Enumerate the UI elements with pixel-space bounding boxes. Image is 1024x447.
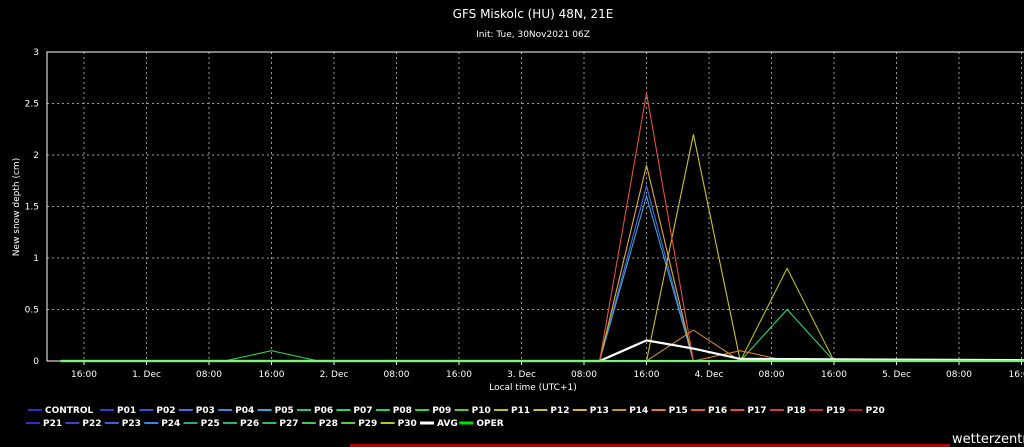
plot-area bbox=[60, 93, 1024, 363]
legend-label: P23 bbox=[122, 419, 141, 429]
legend-label: P10 bbox=[472, 406, 491, 416]
legend-label: P28 bbox=[319, 419, 338, 429]
legend-label: P22 bbox=[82, 419, 101, 429]
x-tick-label: 3. Dec bbox=[507, 370, 536, 380]
chart-subtitle: Init: Tue, 30Nov2021 06Z bbox=[476, 30, 590, 40]
series-line-p11 bbox=[60, 267, 1024, 362]
legend-label: P21 bbox=[43, 419, 62, 429]
legend-label: P03 bbox=[196, 406, 215, 416]
x-tick-label: 16:00 bbox=[446, 370, 472, 380]
x-tick-label: 2. Dec bbox=[320, 370, 349, 380]
legend-label: P07 bbox=[353, 406, 372, 416]
y-tick-label: 0.5 bbox=[25, 306, 39, 316]
legend-label: P06 bbox=[314, 406, 333, 416]
plot-border bbox=[46, 51, 1024, 362]
y-tick-label: 3 bbox=[33, 48, 39, 58]
chart-title: GFS Miskolc (HU) 48N, 21E bbox=[453, 7, 614, 21]
x-tick-label: 16:00 bbox=[71, 370, 97, 380]
x-tick-label: 1. Dec bbox=[132, 370, 161, 380]
legend-label: P16 bbox=[708, 406, 727, 416]
x-tick-label: 08:00 bbox=[571, 370, 597, 380]
legend-label: P27 bbox=[279, 419, 298, 429]
legend-label: P25 bbox=[201, 419, 220, 429]
y-ticks: 0 0.5 1 1.5 2 2.5 3 bbox=[25, 48, 40, 367]
legend-label: P08 bbox=[393, 406, 412, 416]
y-tick-label: 2.5 bbox=[25, 100, 39, 110]
legend-label: P24 bbox=[161, 419, 180, 429]
series-line-p12 bbox=[60, 134, 1024, 362]
x-tick-label: 16:00 bbox=[821, 370, 847, 380]
x-tick-label: 08:00 bbox=[196, 370, 222, 380]
x-tick-label: 08:00 bbox=[384, 370, 410, 380]
legend: CONTROL P01 P02 P03 P04 P05 P06 P07 P08 P09 P10 P11… bbox=[26, 406, 885, 429]
series-line-p14 bbox=[60, 329, 1024, 362]
y-tick-label: 2 bbox=[33, 151, 39, 161]
x-tick-label: 08:00 bbox=[946, 370, 972, 380]
legend-label: P19 bbox=[826, 406, 845, 416]
legend-label: P15 bbox=[669, 406, 688, 416]
legend-label: P17 bbox=[747, 406, 766, 416]
x-tick-label: 4. Dec bbox=[695, 370, 724, 380]
grid bbox=[47, 52, 1024, 361]
series-line-p09 bbox=[60, 360, 1024, 362]
x-tick-label: 16:00 bbox=[1009, 370, 1024, 380]
legend-label: P05 bbox=[275, 406, 294, 416]
x-tick-label: 16:00 bbox=[259, 370, 285, 380]
series-line-p07 bbox=[60, 308, 1024, 362]
series-line-p03 bbox=[60, 183, 1024, 362]
y-tick-label: 0 bbox=[33, 357, 39, 367]
x-ticks: 16:00 1. Dec 08:00 16:00 2. Dec 08:00 16:00 3. … bbox=[71, 361, 1024, 380]
footer-bar bbox=[350, 444, 950, 447]
legend-label: P30 bbox=[398, 419, 417, 429]
legend-label: P09 bbox=[432, 406, 451, 416]
legend-label: P02 bbox=[156, 406, 175, 416]
y-axis-label: New snow depth (cm) bbox=[12, 158, 22, 256]
legend-label: AVG bbox=[437, 419, 458, 429]
legend-label: P29 bbox=[358, 419, 377, 429]
x-tick-label: 08:00 bbox=[759, 370, 785, 380]
legend-label: P01 bbox=[117, 406, 136, 416]
legend-label: P12 bbox=[550, 406, 569, 416]
legend-label: OPER bbox=[476, 419, 503, 429]
legend-label: P13 bbox=[590, 406, 609, 416]
legend-label: P11 bbox=[511, 406, 530, 416]
legend-label: CONTROL bbox=[45, 406, 94, 416]
y-tick-label: 1.5 bbox=[25, 203, 39, 213]
watermark: wetterzentrale bbox=[952, 432, 1024, 447]
legend-label: P14 bbox=[629, 406, 648, 416]
legend-label: P18 bbox=[787, 406, 806, 416]
x-tick-label: 16:00 bbox=[634, 370, 660, 380]
series-line-p05 bbox=[60, 194, 1024, 362]
legend-label: P04 bbox=[235, 406, 254, 416]
x-axis-label: Local time (UTC+1) bbox=[489, 383, 577, 393]
series-line-p17 bbox=[60, 93, 1024, 362]
series-line-p13 bbox=[60, 165, 1024, 362]
legend-label: P26 bbox=[240, 419, 259, 429]
x-tick-label: 5. Dec bbox=[882, 370, 911, 380]
legend-label: P20 bbox=[866, 406, 885, 416]
series-line-avg bbox=[60, 339, 1024, 363]
series-line-p16 bbox=[60, 360, 1024, 362]
y-tick-label: 1 bbox=[33, 254, 39, 264]
